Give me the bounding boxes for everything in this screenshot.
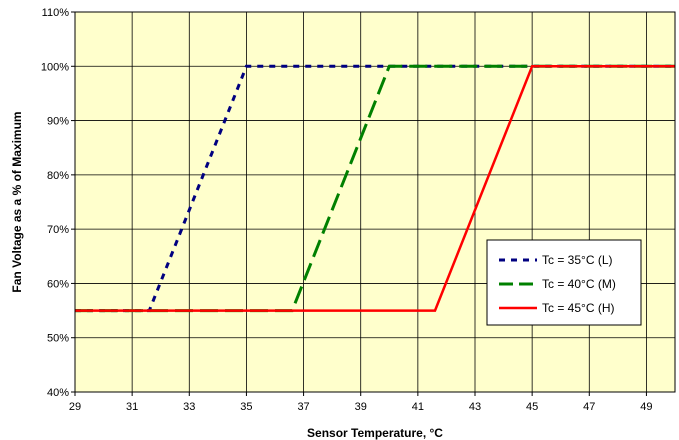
y-axis-ticks: 40% 50% 60% 70% 80% 90% 100% 110% — [41, 7, 75, 399]
plot-area — [75, 12, 675, 392]
x-axis-title: Sensor Temperature, °C — [307, 426, 443, 440]
x-tick-label: 45 — [526, 401, 538, 413]
x-tick-label: 49 — [640, 401, 652, 413]
x-tick-label: 35 — [240, 401, 252, 413]
legend-label-2: Tc = 40°C (M) — [542, 277, 616, 291]
y-tick-label: 50% — [47, 333, 69, 345]
y-tick-label: 60% — [47, 278, 69, 290]
y-tick-label: 70% — [47, 224, 69, 236]
legend: Tc = 35°C (L) Tc = 40°C (M) Tc = 45°C (H) — [486, 239, 642, 326]
legend-label-1: Tc = 35°C (L) — [542, 253, 613, 267]
y-axis-title: Fan Voltage as a % of Maximum — [10, 111, 24, 292]
y-tick-label: 110% — [42, 7, 70, 19]
legend-label-3: Tc = 45°C (H) — [542, 301, 614, 315]
y-tick-label: 80% — [47, 170, 69, 182]
series-line-3 — [75, 65, 675, 312]
x-tick-label: 31 — [126, 401, 138, 413]
y-tick-label: 40% — [47, 387, 69, 399]
x-axis-ticks: 29 31 33 35 37 39 41 43 45 47 49 — [69, 392, 653, 413]
x-tick-label: 43 — [469, 401, 481, 413]
x-tick-label: 41 — [412, 401, 424, 413]
x-tick-label: 39 — [355, 401, 367, 413]
y-tick-label: 90% — [47, 116, 69, 128]
y-tick-label: 100% — [41, 61, 69, 73]
x-tick-label: 33 — [183, 401, 195, 413]
series-lines — [75, 64, 675, 313]
plot-border — [74, 11, 676, 393]
x-tick-label: 47 — [583, 401, 595, 413]
x-tick-label: 29 — [69, 401, 81, 413]
x-tick-label: 37 — [297, 401, 309, 413]
